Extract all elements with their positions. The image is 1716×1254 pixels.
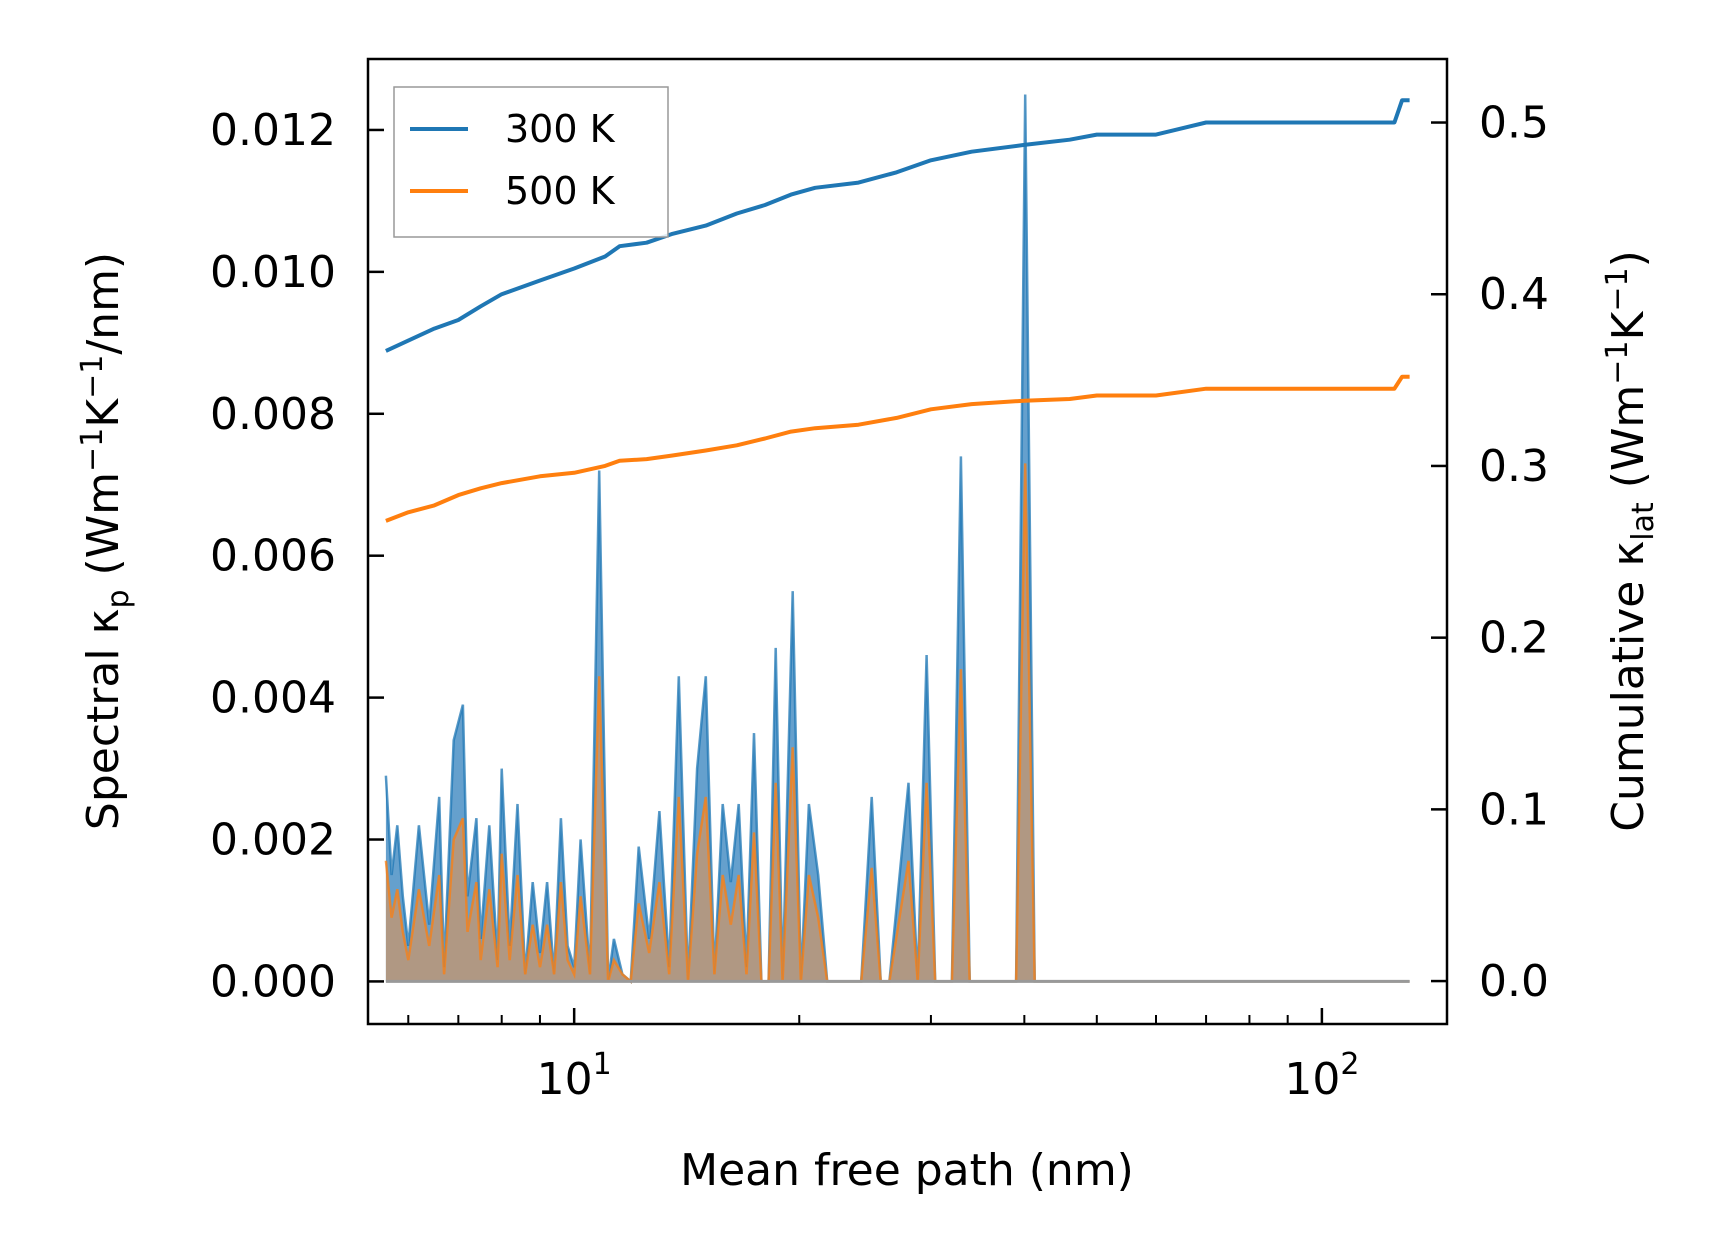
y-left-label-sub: p <box>101 589 136 608</box>
y-left-label-units-close: /nm) <box>78 252 129 355</box>
y-right-tick-label: 0.3 <box>1479 441 1549 492</box>
x-tick-label: 101 <box>537 1047 612 1105</box>
cumulative-line-500k <box>385 374 1410 523</box>
y-right-label-units-close: ) <box>1603 250 1654 267</box>
y-right-tick-label: 0.1 <box>1479 784 1549 835</box>
y-right-label-sub: lat <box>1626 502 1661 541</box>
y-axis-left-label: Spectral κp (Wm−1K−1/nm) <box>75 252 136 830</box>
cumulative-line-300k <box>385 98 1410 353</box>
y-right-tick-label: 0.4 <box>1479 269 1549 320</box>
y-right-tick-label: 0.2 <box>1479 613 1549 664</box>
y-left-tick-label: 0.000 <box>210 956 336 1007</box>
legend-label-300k: 300 K <box>505 107 616 151</box>
x-tick-label: 102 <box>1284 1047 1359 1105</box>
y-left-label-units-open: (Wm <box>78 472 129 590</box>
y-right-label-sup1: −1 <box>1600 340 1635 384</box>
y-right-tick-label: 0.0 <box>1479 956 1549 1007</box>
cumulative-lines <box>385 98 1410 523</box>
y-axis-right-label: Cumulative κlat (Wm−1K−1) <box>1600 250 1661 832</box>
plot-frame <box>366 57 1449 1026</box>
x-axis-label: Mean free path (nm) <box>680 1145 1134 1196</box>
y-left-tick-label: 0.006 <box>210 531 336 582</box>
y-left-label-sup1: −1 <box>75 428 110 472</box>
y-left-tick-label: 0.012 <box>210 105 336 156</box>
axis-ticks: 0.000 0.002 0.004 0.006 0.008 0.010 0.012 0.0 0.… <box>210 98 1549 1105</box>
y-right-tick-label: 0.5 <box>1479 98 1549 149</box>
y-left-label-base: Spectral κ <box>78 609 129 831</box>
y-left-tick-label: 0.010 <box>210 247 336 298</box>
y-right-label-base: Cumulative κ <box>1603 541 1654 832</box>
spectral-area-500k <box>385 463 1410 982</box>
spectral-fills <box>384 94 1410 984</box>
y-right-label-sup2: −1 <box>1600 267 1635 311</box>
legend: 300 K 500 K <box>393 86 669 238</box>
y-left-label-sup2: −1 <box>75 355 110 399</box>
y-left-label-mid: K <box>78 398 129 428</box>
legend-label-500k: 500 K <box>505 169 616 213</box>
y-right-label-units-open: (Wm <box>1603 385 1654 503</box>
y-left-tick-label: 0.004 <box>210 673 336 724</box>
y-left-tick-label: 0.002 <box>210 815 336 866</box>
y-left-tick-label: 0.008 <box>210 389 336 440</box>
y-right-label-mid: K <box>1603 310 1654 340</box>
legend-box <box>393 86 669 238</box>
